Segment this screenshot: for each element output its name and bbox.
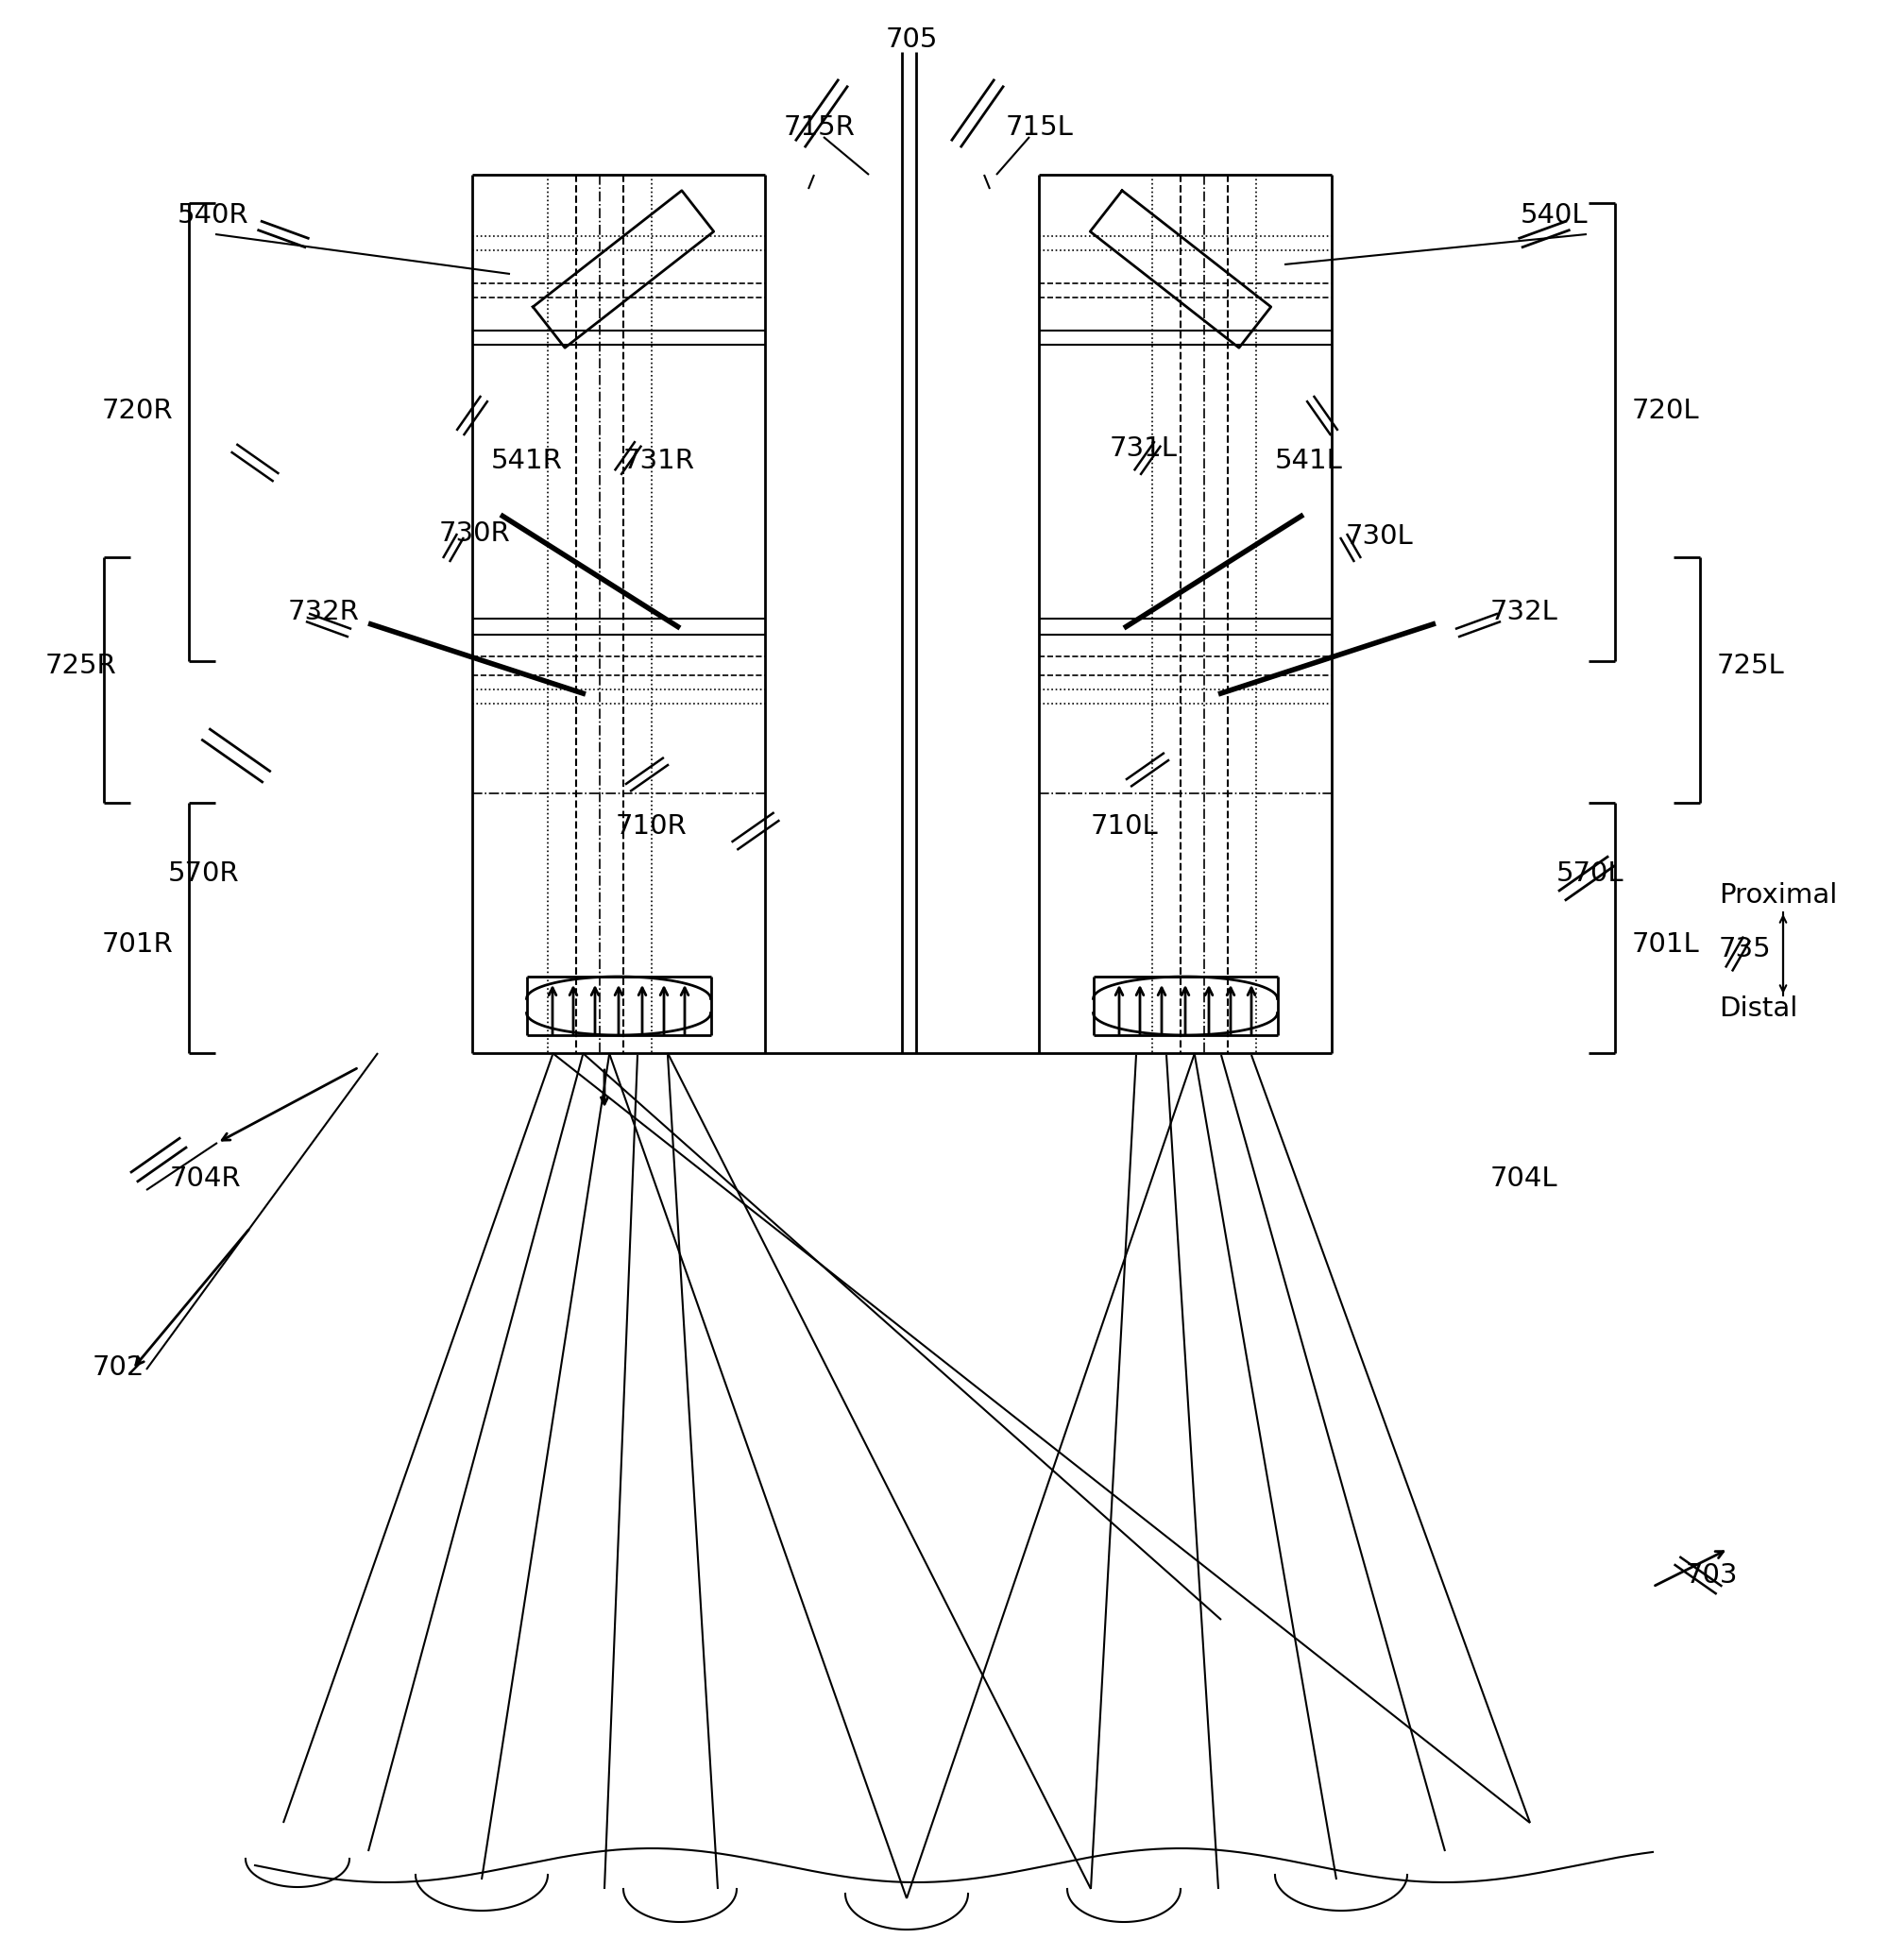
Text: 715R: 715R: [784, 113, 855, 141]
Text: 731L: 731L: [1110, 436, 1179, 462]
Text: 704L: 704L: [1491, 1166, 1557, 1191]
Text: 701R: 701R: [103, 931, 173, 958]
Text: 570R: 570R: [168, 861, 240, 886]
Text: 730L: 730L: [1346, 524, 1413, 550]
Text: 710R: 710R: [615, 814, 687, 839]
Text: 540R: 540R: [177, 201, 249, 229]
Text: 735: 735: [1719, 937, 1771, 962]
Text: 730R: 730R: [440, 520, 510, 548]
Text: 541L: 541L: [1276, 448, 1342, 473]
Text: 701L: 701L: [1632, 931, 1700, 958]
Text: 725R: 725R: [46, 653, 116, 679]
Text: 731R: 731R: [623, 448, 695, 473]
Text: 732L: 732L: [1491, 599, 1557, 626]
Text: 710L: 710L: [1091, 814, 1160, 839]
Text: 702: 702: [93, 1354, 145, 1381]
Text: 732R: 732R: [288, 599, 360, 626]
Text: 725L: 725L: [1717, 653, 1784, 679]
Text: 704R: 704R: [169, 1166, 242, 1191]
Text: Distal: Distal: [1719, 996, 1797, 1021]
Text: 570L: 570L: [1556, 861, 1624, 886]
Text: 541R: 541R: [491, 448, 564, 473]
Text: 703: 703: [1685, 1563, 1738, 1588]
Text: 705: 705: [885, 27, 937, 53]
Text: 720R: 720R: [103, 397, 173, 424]
Text: 715L: 715L: [1005, 113, 1074, 141]
Text: 540L: 540L: [1521, 201, 1588, 229]
Text: 720L: 720L: [1632, 397, 1700, 424]
Text: Proximal: Proximal: [1719, 882, 1837, 910]
